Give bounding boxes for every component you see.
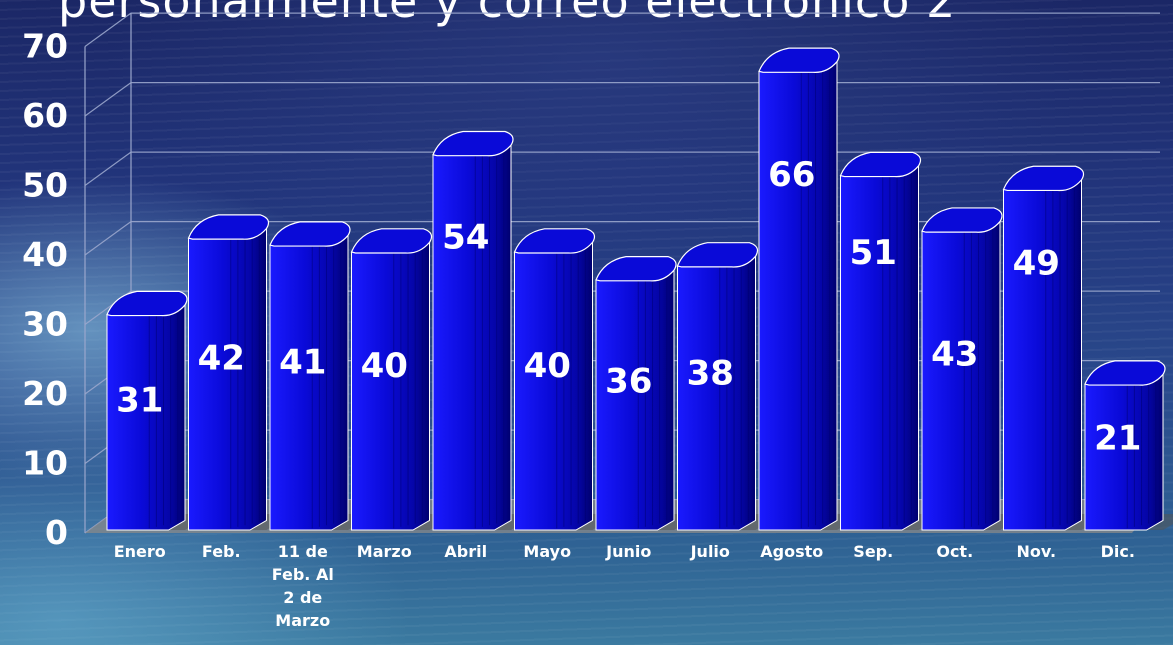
y-tick-label: 10 — [22, 444, 68, 483]
data-label: 36 — [605, 361, 652, 401]
x-axis-ticks: Enero Feb. 11 de Feb. Al 2 de Marzo Marzo Abril… — [114, 542, 1135, 630]
bar-11 — [921, 207, 1027, 531]
gridline — [84, 81, 1160, 117]
x-tick-label: Mayo — [523, 542, 571, 561]
bar-6 — [513, 228, 620, 531]
bar-top-cap — [758, 47, 840, 73]
bar-5 — [432, 130, 538, 531]
y-tick-label: 0 — [45, 513, 68, 552]
data-label: 66 — [768, 155, 815, 195]
bar-body — [514, 241, 593, 531]
x-tick-label: Feb. — [202, 542, 241, 561]
bar-body — [1003, 179, 1082, 531]
bar-top-cap — [1084, 360, 1166, 386]
data-label: 51 — [850, 233, 897, 273]
x-tick-label: Nov. — [1016, 542, 1056, 561]
bar-top-cap — [187, 214, 270, 240]
x-tick-label: Julio — [690, 542, 730, 561]
x-tick-label: Abril — [444, 542, 487, 561]
x-tick-label: Sep. — [853, 542, 893, 561]
bar-4 — [350, 228, 457, 531]
bar-2 — [187, 214, 294, 531]
x-tick-label: Oct. — [936, 542, 973, 561]
bar-top-cap — [595, 256, 677, 282]
gridline — [84, 151, 1160, 186]
x-tick-label: Agosto — [760, 542, 823, 561]
bar-top-cap — [269, 221, 351, 247]
bar-top-cap — [350, 228, 433, 254]
y-axis-ticks: 0 10 20 30 40 50 60 70 — [22, 27, 86, 552]
bar-body — [351, 241, 430, 531]
bar-7 — [595, 256, 701, 531]
bar-3 — [269, 221, 375, 531]
bar-body — [188, 227, 267, 531]
bar-body — [269, 234, 349, 531]
bar-1 — [106, 290, 212, 531]
y-tick-label: 40 — [22, 235, 68, 274]
bar-top-cap — [513, 228, 596, 254]
data-label: 41 — [279, 342, 326, 382]
bar-8 — [676, 242, 783, 531]
bar-top-cap — [432, 130, 514, 157]
bar-body — [758, 61, 838, 531]
chart-bars: 31 42 41 40 54 40 36 38 66 51 43 49 21 — [106, 47, 1173, 531]
x-tick-label: Marzo — [357, 542, 412, 561]
bar-12 — [1002, 165, 1109, 531]
x-tick-label: Enero — [114, 542, 166, 561]
y-tick-label: 60 — [22, 96, 68, 135]
data-label: 54 — [442, 218, 489, 258]
data-label: 40 — [524, 346, 571, 386]
bar-body — [432, 144, 512, 531]
data-label: 42 — [198, 338, 245, 378]
bar-10 — [839, 151, 946, 531]
bar-top-cap — [106, 290, 188, 317]
x-tick-label: 11 de Feb. Al 2 de Marzo — [272, 542, 334, 630]
data-label: 21 — [1094, 419, 1141, 459]
data-label: 49 — [1013, 244, 1060, 284]
bar-9 — [758, 47, 864, 531]
data-label: 31 — [116, 381, 163, 421]
data-label: 40 — [361, 346, 408, 386]
bar-top-cap — [676, 242, 759, 268]
x-tick-label: Dic. — [1101, 542, 1135, 561]
bar-body — [921, 220, 1001, 531]
data-label: 38 — [687, 354, 734, 394]
bar-top-cap — [1002, 165, 1085, 192]
y-tick-label: 50 — [22, 166, 68, 205]
bar-13 — [1084, 360, 1173, 531]
y-tick-label: 70 — [22, 27, 68, 66]
chart-title: personalmente y correo electrónico 2 — [58, 0, 957, 28]
x-tick-label: Junio — [605, 542, 651, 561]
y-tick-label: 30 — [22, 305, 68, 344]
y-tick-label: 20 — [22, 374, 68, 413]
gridline — [84, 12, 1160, 47]
data-label: 43 — [931, 335, 978, 375]
bar-top-cap — [921, 207, 1003, 233]
bar-body — [840, 165, 919, 531]
bar-top-cap — [839, 151, 922, 178]
